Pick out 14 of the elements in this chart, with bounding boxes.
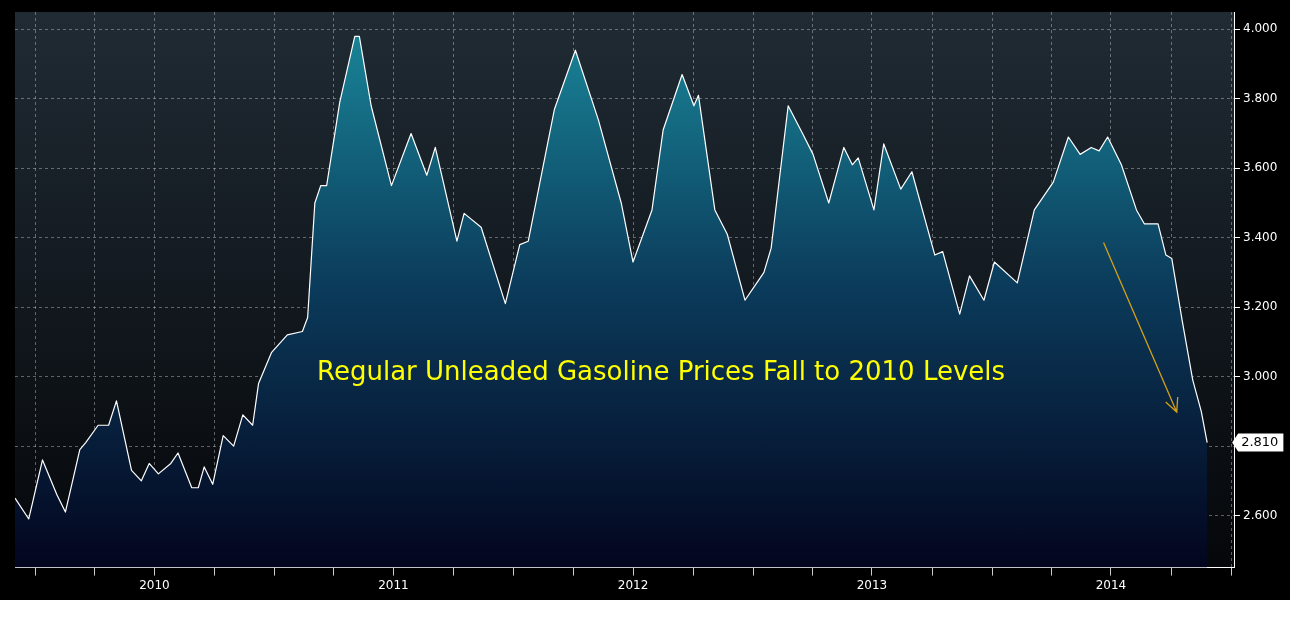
y-tick-label: 3.400 (1243, 229, 1278, 244)
y-tick-label: 3.800 (1243, 90, 1278, 105)
y-tick-label: 2.600 (1243, 507, 1278, 522)
x-tick-label: 2010 (139, 577, 170, 592)
y-tick-label: 3.000 (1243, 368, 1278, 383)
y-tick-label: 4.000 (1243, 21, 1278, 36)
y-tick-label: 3.600 (1243, 160, 1278, 175)
annotation: 2.810 (1241, 433, 1279, 449)
x-tick-label: 2012 (617, 577, 649, 592)
y-tick-label: 3.200 (1243, 299, 1278, 314)
x-tick-label: 2011 (378, 577, 409, 592)
x-tick-label: 2014 (1095, 577, 1127, 592)
annotation: Regular Unleaded Gasoline Prices Fall to 2010 Levels (317, 355, 1006, 386)
x-tick-label: 2013 (856, 577, 888, 592)
